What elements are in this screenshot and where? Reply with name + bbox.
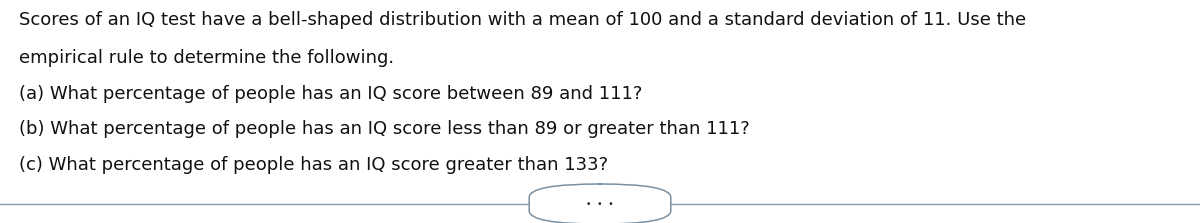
Text: empirical rule to determine the following.: empirical rule to determine the followin… xyxy=(19,49,395,67)
FancyBboxPatch shape xyxy=(529,184,671,223)
Text: •  •  •: • • • xyxy=(586,200,614,209)
Text: (c) What percentage of people has an IQ score greater than 133?: (c) What percentage of people has an IQ … xyxy=(19,156,608,174)
Text: (a) What percentage of people has an IQ score between 89 and 111?: (a) What percentage of people has an IQ … xyxy=(19,85,642,103)
Text: (b) What percentage of people has an IQ score less than 89 or greater than 111?: (b) What percentage of people has an IQ … xyxy=(19,120,750,138)
Text: Scores of an IQ test have a bell-shaped distribution with a mean of 100 and a st: Scores of an IQ test have a bell-shaped … xyxy=(19,11,1026,29)
